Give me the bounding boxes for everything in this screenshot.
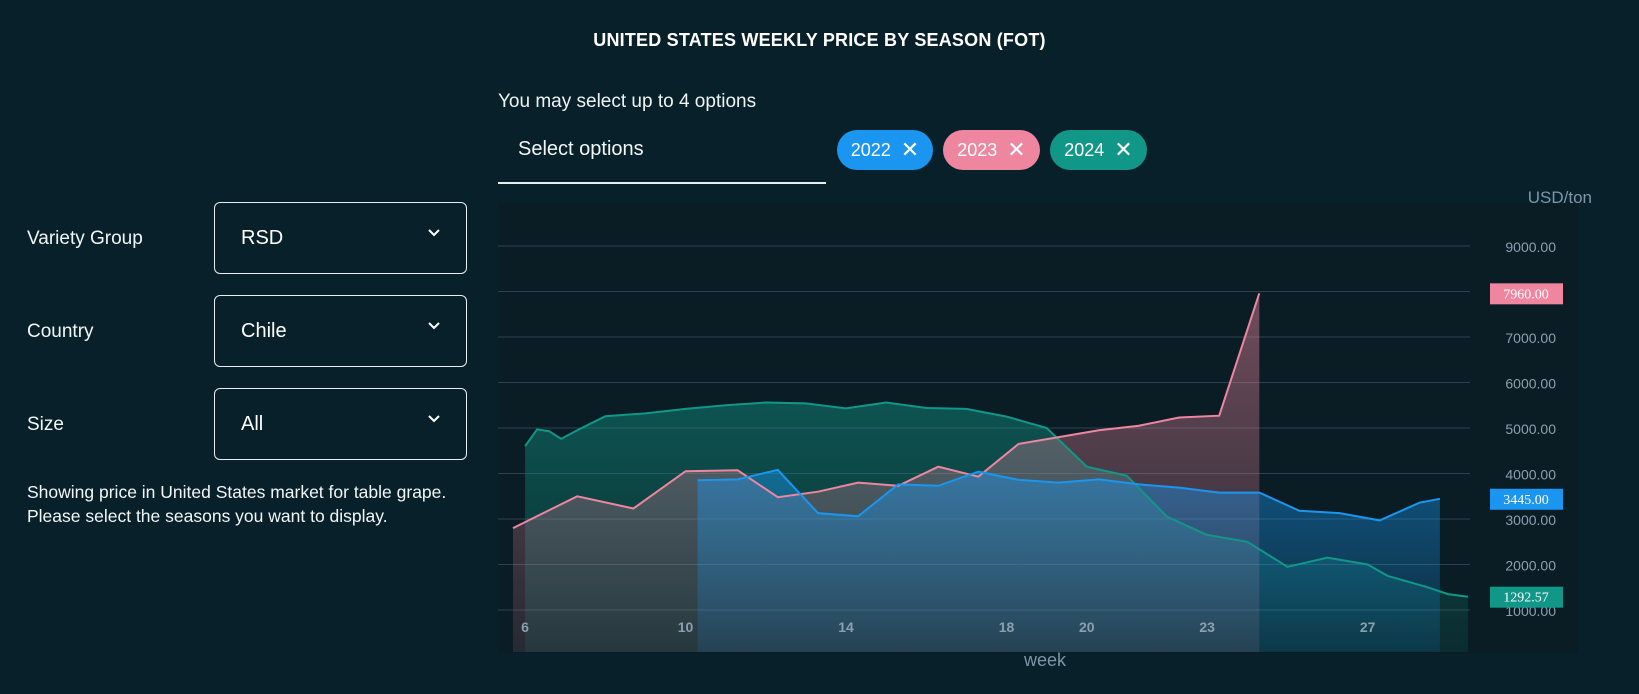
country-label: Country	[27, 321, 94, 342]
variety-group-label: Variety Group	[27, 228, 143, 249]
chevron-down-icon	[428, 415, 440, 423]
series-areas	[513, 293, 1468, 652]
season-tag-label: 2022	[850, 139, 891, 160]
season-select-placeholder: Select options	[518, 138, 644, 160]
y-tick-label: 3000.00	[1505, 512, 1556, 528]
x-axis-label: week	[1023, 650, 1067, 670]
season-tag-2024[interactable]: 2024 ✕	[1050, 130, 1147, 170]
close-icon[interactable]: ✕	[1007, 137, 1026, 162]
y-tick-label: 2000.00	[1505, 558, 1556, 574]
y-tick-label: 5000.00	[1505, 421, 1556, 437]
x-tick-label: 27	[1360, 619, 1376, 635]
x-tick-label: 6	[521, 619, 529, 635]
x-tick-label: 14	[838, 619, 854, 635]
series-lines	[512, 292, 1469, 598]
season-tag-2023[interactable]: 2023 ✕	[943, 130, 1040, 170]
page-title: UNITED STATES WEEKLY PRICE BY SEASON (FO…	[593, 30, 1046, 50]
x-tick-label: 20	[1079, 619, 1095, 635]
season-tag-label: 2024	[1064, 139, 1105, 160]
last-value-label-2022: 3445.00	[1503, 493, 1549, 508]
series-area-2022	[697, 469, 1440, 652]
last-value-labels: 1292.57 7960.00 3445.00	[1490, 283, 1563, 608]
season-tag-2022[interactable]: 2022 ✕	[837, 130, 933, 170]
last-value-label-2023: 7960.00	[1503, 287, 1549, 302]
size-value: All	[241, 413, 264, 435]
x-axis: 6 10 14 18 20 23 27	[521, 619, 1375, 635]
last-value-badge-2023	[1490, 283, 1563, 305]
x-tick-label: 18	[999, 619, 1015, 635]
y-tick-label: 4000.00	[1505, 467, 1556, 483]
y-axis-label: USD/ton	[1528, 188, 1592, 207]
chevron-down-icon	[428, 322, 440, 330]
chart-description: Showing price in United States market fo…	[27, 482, 447, 526]
close-icon[interactable]: ✕	[900, 137, 920, 162]
close-icon[interactable]: ✕	[1114, 137, 1133, 162]
y-tick-label: 9000.00	[1505, 239, 1556, 255]
series-line-2023	[512, 292, 1261, 529]
size-label: Size	[27, 414, 64, 435]
chevron-down-icon	[428, 229, 440, 237]
size-select[interactable]: All	[214, 388, 467, 460]
series-line-2022	[697, 468, 1441, 522]
y-tick-label: 7000.00	[1505, 330, 1556, 346]
x-tick-label: 23	[1199, 619, 1215, 635]
country-value: Chile	[241, 320, 287, 342]
last-value-badge-2024	[1490, 586, 1563, 608]
variety-group-value: RSD	[241, 227, 284, 249]
season-tag-label: 2023	[957, 139, 998, 160]
series-line-2024	[524, 401, 1469, 598]
season-select-hint: You may select up to 4 options	[498, 91, 757, 112]
season-select-input[interactable]: Select options	[498, 126, 826, 184]
last-value-label-2024: 1292.57	[1503, 591, 1549, 606]
x-tick-label: 10	[678, 619, 694, 635]
last-value-badge-2022	[1490, 488, 1563, 510]
variety-group-select[interactable]: RSD	[214, 202, 467, 274]
y-tick-label: 6000.00	[1505, 376, 1556, 392]
country-select[interactable]: Chile	[214, 295, 467, 367]
